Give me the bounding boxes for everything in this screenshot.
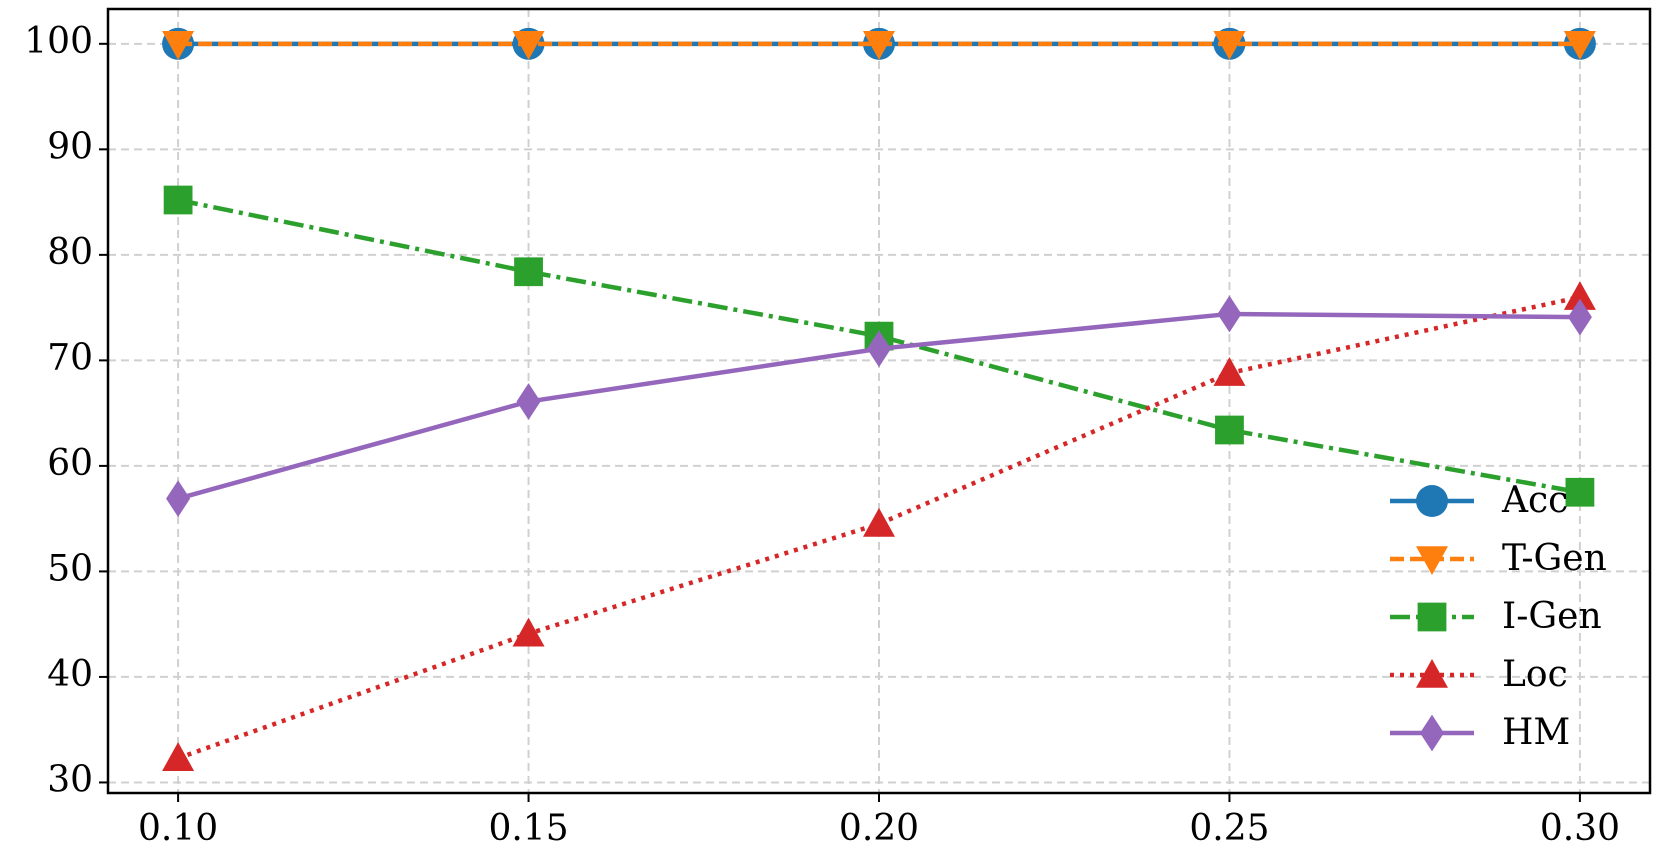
- legend-label: HM: [1502, 712, 1570, 753]
- legend-marker: [1420, 714, 1444, 752]
- marker: [514, 257, 543, 287]
- marker: [1567, 298, 1592, 336]
- marker: [1563, 31, 1596, 60]
- marker: [1215, 415, 1244, 445]
- legend-label: T-Gen: [1502, 538, 1607, 579]
- marker: [516, 383, 541, 420]
- marker: [863, 31, 895, 60]
- legend-marker: [1417, 602, 1447, 632]
- marker: [166, 480, 191, 518]
- marker: [1565, 477, 1595, 507]
- y-tick-label: 40: [47, 654, 93, 695]
- x-tick-label: 0.20: [839, 808, 919, 849]
- series-line: [177, 294, 1581, 761]
- marker: [1213, 357, 1246, 386]
- marker: [1213, 31, 1246, 60]
- y-tick-label: 80: [47, 232, 93, 273]
- x-tick-label: 0.15: [488, 808, 568, 849]
- plot-frame: [106, 7, 1652, 795]
- legend-label: Loc: [1502, 654, 1568, 695]
- legend-marker: [1416, 485, 1448, 517]
- legend-label: Acc: [1501, 480, 1568, 521]
- y-tick-label: 30: [47, 759, 93, 800]
- marker: [512, 31, 545, 60]
- marker: [162, 742, 195, 771]
- marker: [863, 507, 895, 537]
- y-tick-label: 100: [24, 21, 93, 62]
- series-line: [177, 197, 1581, 495]
- legend-label: I-Gen: [1502, 596, 1602, 637]
- y-tick-label: 70: [47, 337, 93, 378]
- x-tick-label: 0.10: [138, 808, 218, 849]
- marker: [867, 330, 891, 368]
- marker: [162, 31, 195, 60]
- marker: [1563, 281, 1596, 310]
- x-tick-label: 0.30: [1540, 808, 1620, 849]
- y-tick-label: 50: [47, 548, 93, 589]
- marker: [512, 617, 545, 647]
- x-tick-label: 0.25: [1189, 808, 1269, 849]
- legend-marker: [1416, 546, 1448, 575]
- marker: [1217, 295, 1242, 333]
- marker: [163, 185, 193, 215]
- y-tick-label: 60: [47, 443, 93, 484]
- y-tick-label: 90: [47, 126, 93, 167]
- legend-marker: [1416, 659, 1448, 688]
